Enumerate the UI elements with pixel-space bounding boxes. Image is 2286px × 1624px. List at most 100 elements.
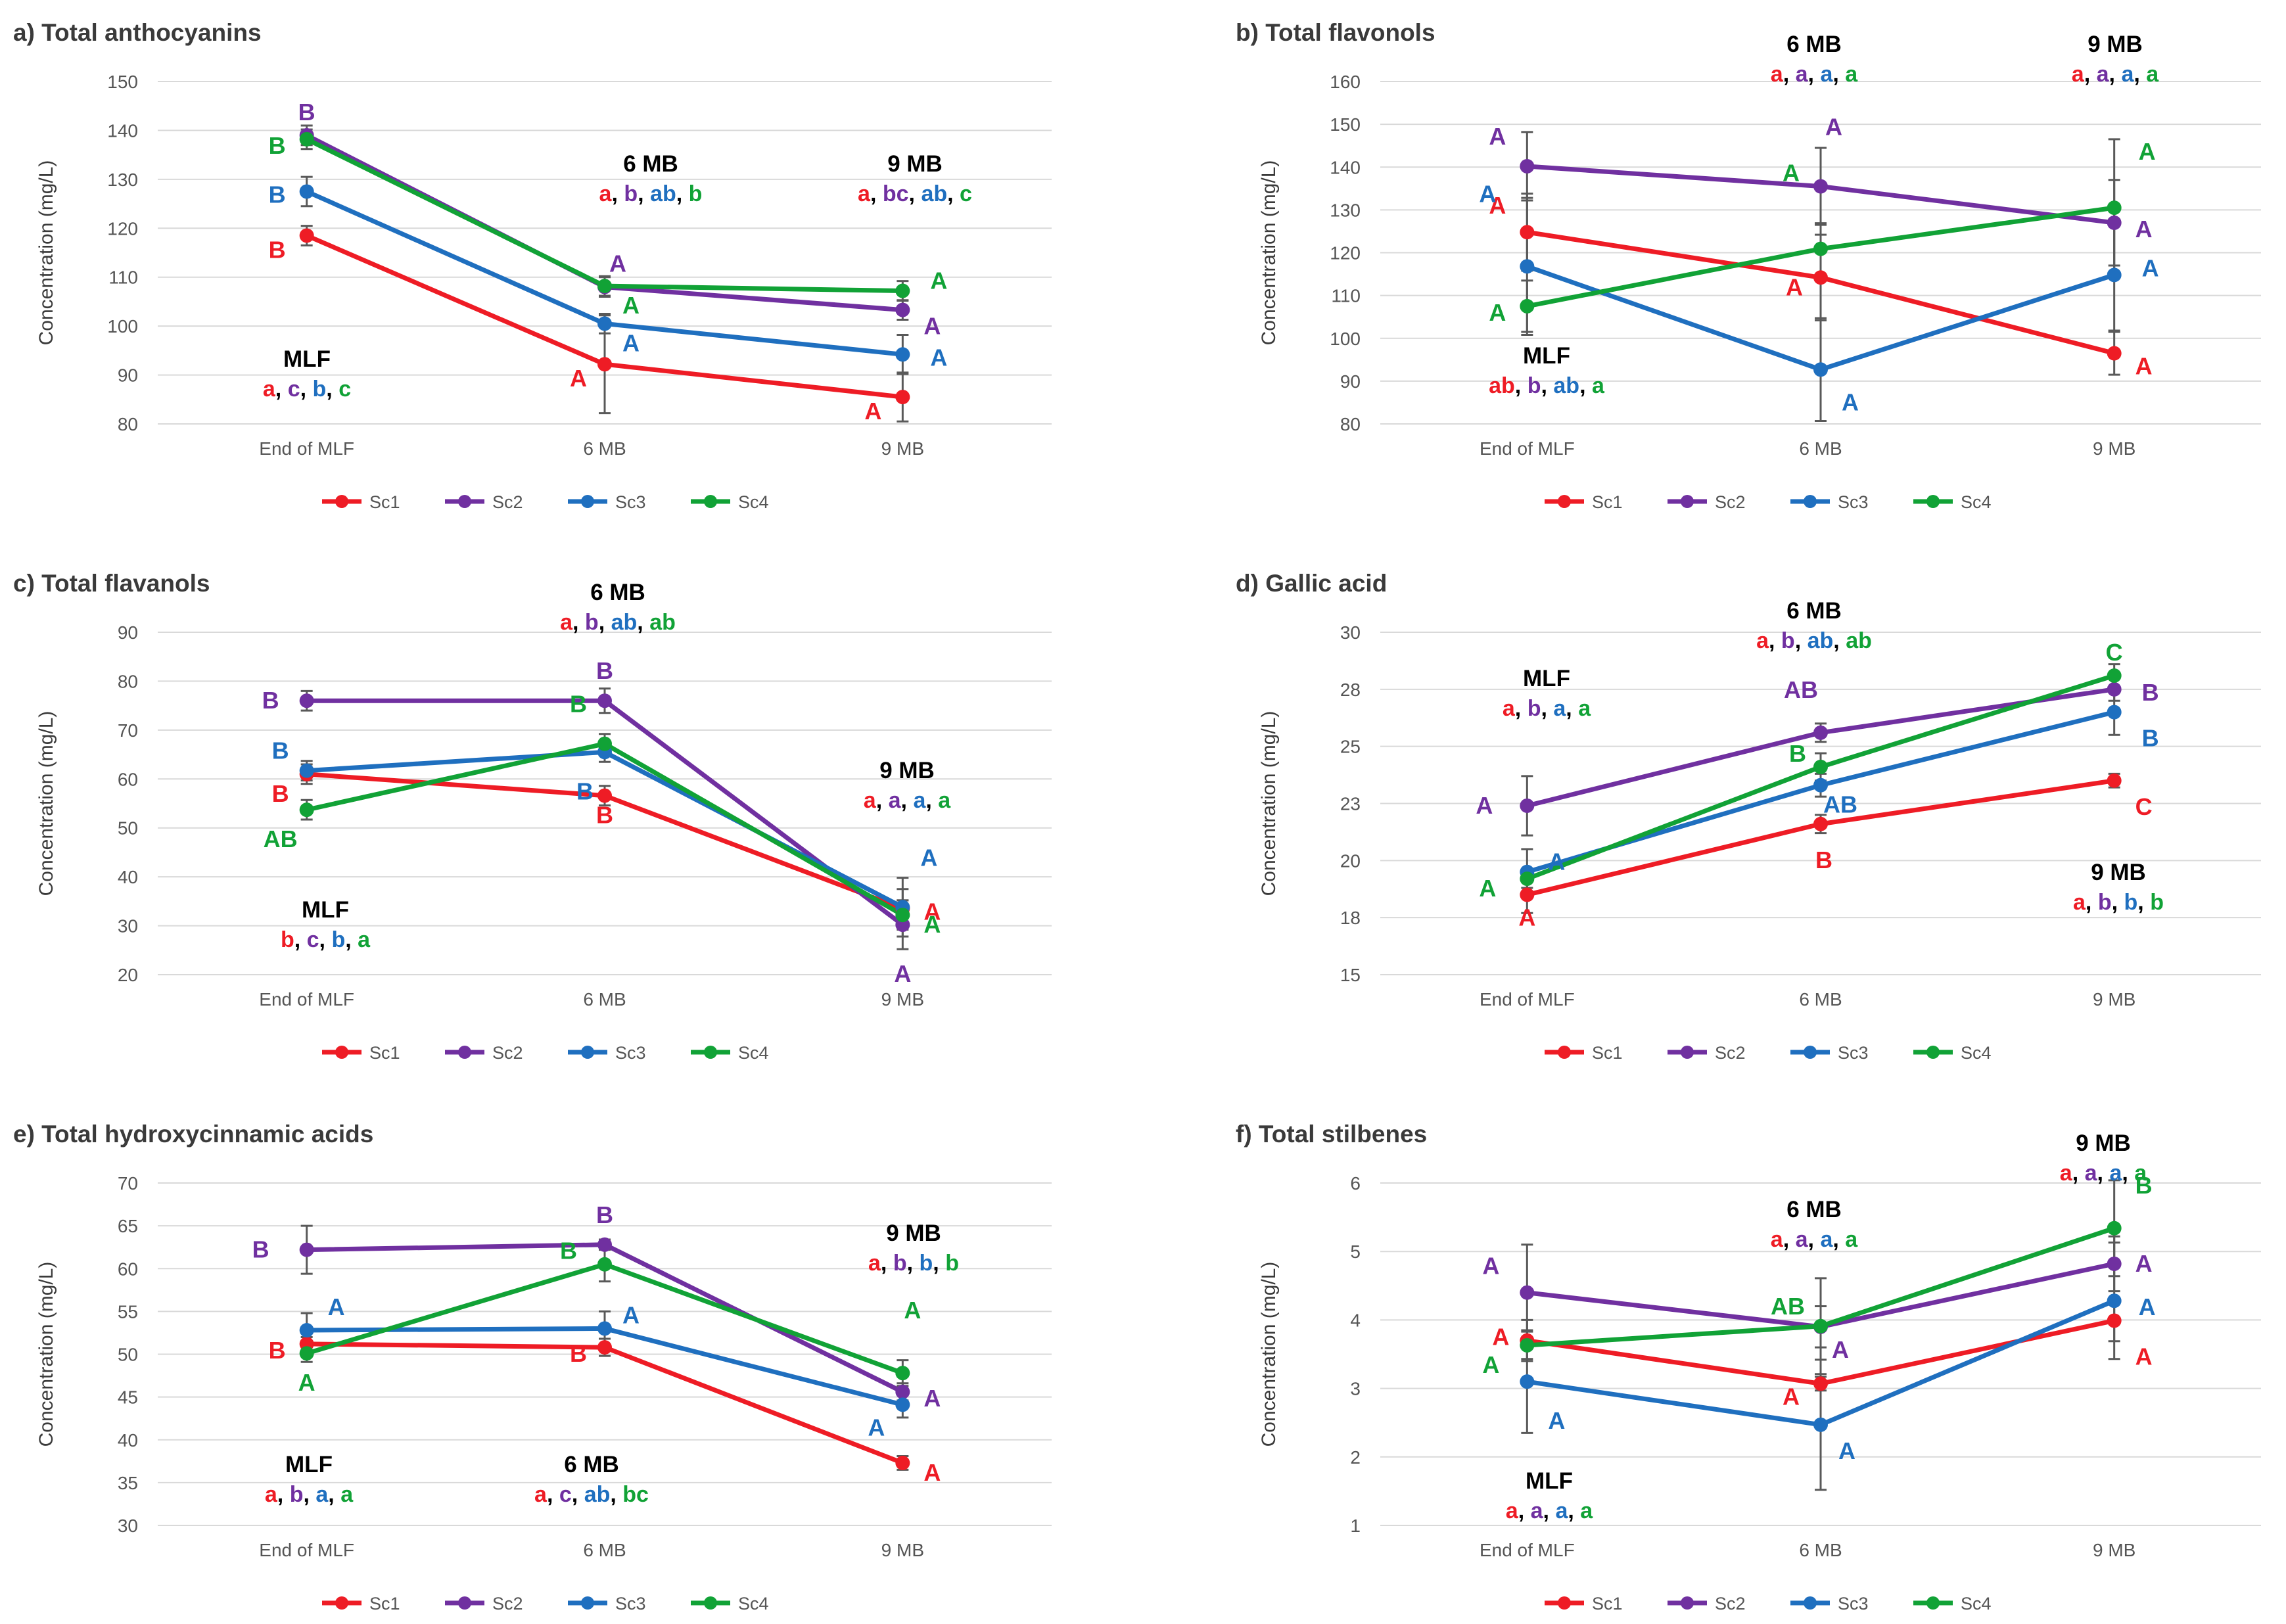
legend-label: Sc2 (492, 492, 523, 512)
group-letter-sc1: a (864, 788, 877, 813)
group-letter-sc3: b (2124, 890, 2138, 915)
y-tick-label: 100 (107, 316, 138, 336)
group-letter-sc4: a (2134, 1161, 2147, 1186)
significance-letter: A (923, 313, 941, 340)
y-tick-label: 35 (118, 1473, 138, 1493)
legend-label: Sc3 (1838, 1594, 1869, 1613)
group-letter-sc2: a (1796, 62, 1809, 87)
group-letter-sc3: a (2121, 62, 2134, 87)
data-point-sc4 (1813, 1318, 1828, 1334)
significance-letter: B (596, 802, 613, 829)
x-tick-label: 9 MB (881, 1540, 924, 1560)
y-tick-label: 20 (118, 965, 138, 985)
panel-title: f) Total stilbenes (1236, 1121, 1427, 1148)
x-tick-label: 9 MB (2093, 1540, 2135, 1560)
significance-letter: B (269, 236, 286, 263)
x-tick-label: 6 MB (583, 989, 626, 1009)
legend-item-sc1: Sc1 (322, 492, 400, 512)
group-caption-letters: a, a, a, a (1506, 1498, 1593, 1523)
legend-label: Sc4 (738, 1043, 769, 1063)
legend-item-sc2: Sc2 (445, 1594, 523, 1613)
group-letter-sc2: b (2098, 890, 2112, 915)
group-letter-sc4: a (1578, 696, 1591, 721)
data-point-sc4 (2107, 668, 2122, 683)
group-letter-sc1: a (1503, 696, 1516, 721)
group-caption-title: MLF (302, 897, 349, 923)
group-letter-sc3: ab (650, 181, 676, 206)
series-line-sc1 (1526, 778, 2115, 897)
data-point-sc3 (2107, 1293, 2122, 1309)
legend-label: Sc1 (1592, 1594, 1623, 1613)
group-letter-sc1: a (265, 1482, 278, 1507)
group-caption: MLF a, a, a, a (1506, 1468, 1593, 1523)
group-letter-separator: , (1795, 628, 1808, 653)
data-point-sc3 (1520, 259, 1535, 274)
y-tick-label: 23 (1340, 794, 1361, 814)
significance-letter: A (864, 398, 881, 425)
y-axis-label: Concentration (mg/L) (1258, 711, 1280, 896)
group-caption-title: 9 MB (886, 1220, 941, 1246)
group-letter-separator: , (1541, 373, 1553, 398)
group-letter-separator: , (326, 377, 338, 402)
significance-letter: B (596, 657, 613, 684)
group-letter-sc1: a (2073, 890, 2086, 915)
panel-e: e) Total hydroxycinnamic acids 30 35 40 45 50… (13, 1121, 1052, 1613)
group-letter-sc4: b (945, 1251, 959, 1276)
panel-title: b) Total flavonols (1236, 19, 1435, 46)
data-point-sc3 (1813, 362, 1828, 377)
significance-letter: A (298, 1369, 315, 1396)
y-tick-label: 120 (1330, 243, 1361, 264)
legend-label: Sc2 (492, 1043, 523, 1063)
y-tick-label: 130 (1330, 200, 1361, 220)
legend-swatch-marker (335, 1596, 348, 1610)
y-tick-label: 150 (107, 72, 138, 92)
significance-letter: A (1479, 875, 1496, 902)
legend-label: Sc4 (1961, 1594, 1992, 1613)
data-point-sc4 (299, 1346, 314, 1361)
y-tick-label: 70 (118, 1173, 138, 1194)
group-letter-sc2: a (2097, 62, 2110, 87)
legend-swatch-marker (581, 495, 594, 508)
data-point-sc4 (2107, 200, 2122, 216)
significance-letter: A (904, 1297, 921, 1324)
y-tick-label: 30 (118, 1516, 138, 1536)
significance-letter: A (868, 1414, 885, 1441)
group-letter-separator: , (638, 181, 650, 206)
significance-letter: AB (264, 825, 298, 852)
significance-letter: B (2135, 1172, 2153, 1199)
legend-item-sc3: Sc3 (1790, 492, 1869, 512)
group-letter-separator: , (1783, 62, 1796, 87)
group-letter-sc1: a (1771, 1227, 1784, 1252)
legend-label: Sc1 (1592, 1043, 1623, 1063)
legend: Sc1 Sc2 Sc3 Sc4 (322, 1043, 769, 1063)
significance-letter: B (576, 777, 594, 804)
legend-label: Sc1 (369, 1043, 400, 1063)
y-axis-label: Concentration (mg/L) (35, 1262, 57, 1447)
y-tick-label: 5 (1350, 1241, 1361, 1262)
y-tick-label: 65 (118, 1216, 138, 1236)
group-letter-sc1: a (1771, 62, 1784, 87)
panel-title: a) Total anthocyanins (13, 19, 262, 46)
significance-letter: A (609, 250, 626, 277)
group-letter-sc2: c (307, 927, 319, 952)
group-caption: MLF b, c, b, a (281, 897, 371, 952)
group-letter-sc4: b (2150, 890, 2164, 915)
significance-letter: A (2139, 138, 2156, 165)
legend: Sc1 Sc2 Sc3 Sc4 (322, 492, 769, 512)
group-letter-sc4: a (1845, 1227, 1858, 1252)
group-letter-separator: , (319, 927, 332, 952)
group-caption-title: 6 MB (590, 580, 645, 605)
y-tick-label: 40 (118, 867, 138, 887)
group-caption: MLF a, b, a, a (1503, 666, 1591, 721)
group-letter-separator: , (294, 927, 307, 952)
group-letter-sc2: a (1796, 1227, 1809, 1252)
group-caption: 6 MB a, c, ab, bc (534, 1452, 649, 1507)
data-point-sc1 (597, 357, 612, 372)
group-letter-separator: , (547, 1482, 559, 1507)
data-point-sc4 (895, 1366, 910, 1381)
y-tick-label: 150 (1330, 114, 1361, 135)
y-tick-label: 90 (118, 365, 138, 386)
significance-letter: A (1489, 299, 1506, 326)
legend-swatch-marker (1681, 1046, 1694, 1059)
